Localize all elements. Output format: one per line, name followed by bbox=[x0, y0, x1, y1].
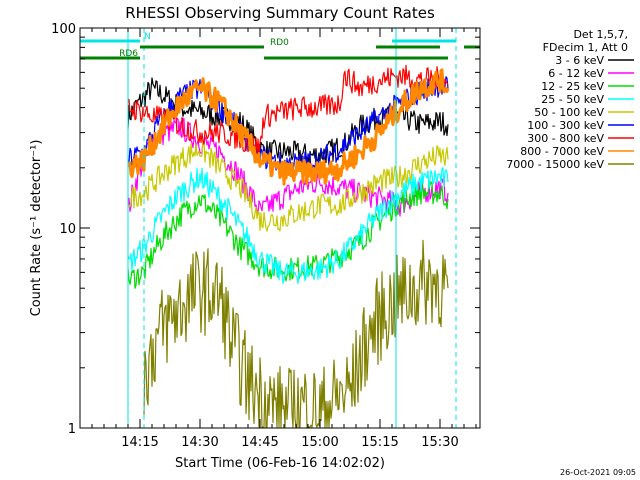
x-axis-label: Start Time (06-Feb-16 14:02:02) bbox=[175, 456, 385, 471]
flag-label-1: N bbox=[144, 32, 151, 42]
timestamp-label: 26-Oct-2021 09:05 bbox=[560, 468, 636, 477]
x-axis-ticks: 14:15 14:30 14:45 15:00 15:15 15:30 bbox=[91, 28, 477, 450]
legend-label-4: 25 - 50 keV bbox=[541, 93, 604, 106]
legend-label-6: 100 - 300 keV bbox=[527, 119, 604, 132]
y-tick-label-2: 10 bbox=[59, 222, 76, 237]
legend-header-2: FDecim 1, Att 0 bbox=[543, 41, 628, 54]
x-tick-label-4: 15:00 bbox=[301, 435, 338, 450]
x-tick-label-5: 15:15 bbox=[361, 435, 398, 450]
legend-label-9: 7000 - 15000 keV bbox=[506, 158, 604, 171]
legend-label-3: 12 - 25 keV bbox=[541, 80, 604, 93]
legend-label-7: 300 - 800 keV bbox=[527, 132, 604, 145]
legend-header-1: Det 1,5,7, bbox=[573, 28, 628, 41]
flag-label-3: RD6 bbox=[119, 49, 138, 59]
legend-label-5: 50 - 100 keV bbox=[534, 106, 604, 119]
flags-layer: N RD0 RD6 bbox=[80, 32, 480, 60]
y-tick-label-3: 100 bbox=[51, 22, 76, 37]
series-line-3 bbox=[127, 181, 449, 289]
series-line-4 bbox=[127, 167, 449, 285]
series-line-7 bbox=[127, 64, 449, 156]
x-tick-label-3: 14:45 bbox=[241, 435, 278, 450]
x-tick-label-1: 14:15 bbox=[121, 435, 158, 450]
legend-label-1: 3 - 6 keV bbox=[555, 54, 604, 67]
legend-label-2: 6 - 12 keV bbox=[548, 67, 604, 80]
series-line-8 bbox=[127, 68, 450, 186]
x-tick-label-2: 14:30 bbox=[181, 435, 218, 450]
flag-label-2: RD0 bbox=[270, 38, 289, 48]
y-tick-label-1: 1 bbox=[68, 422, 76, 437]
y-axis-ticks: 1 10 100 bbox=[51, 22, 480, 437]
series-line-5 bbox=[127, 139, 449, 232]
x-tick-label-6: 15:30 bbox=[421, 435, 458, 450]
legend-label-8: 800 - 7000 keV bbox=[520, 145, 604, 158]
chart-title: RHESSI Observing Summary Count Rates bbox=[125, 4, 435, 22]
series-layer bbox=[127, 28, 457, 428]
y-axis-label: Count Rate (s⁻¹ detector⁻¹) bbox=[29, 140, 44, 317]
